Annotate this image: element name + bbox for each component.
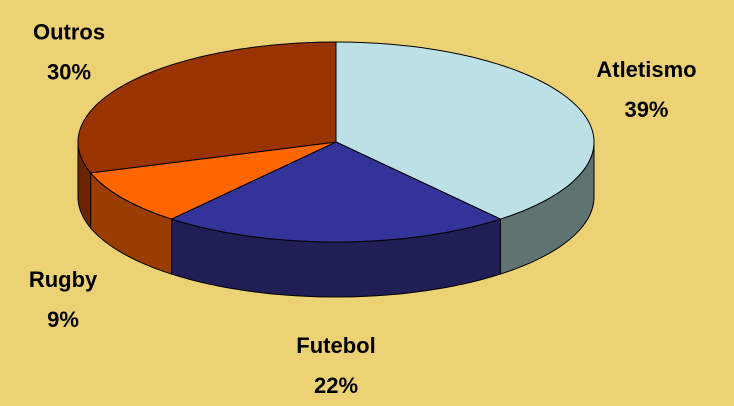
value-label: 9% — [47, 307, 79, 332]
value-label: 39% — [624, 97, 668, 122]
value-label: 22% — [314, 373, 358, 398]
slice-label: Outros — [33, 20, 105, 45]
slice-label: Futebol — [296, 333, 375, 358]
slice — [77, 41, 337, 174]
slice — [89, 141, 337, 220]
slice — [170, 141, 502, 243]
slice-label: Atletismo — [596, 57, 696, 82]
slice — [335, 41, 595, 220]
slice-label: Rugby — [29, 267, 98, 292]
value-label: 30% — [47, 60, 91, 85]
